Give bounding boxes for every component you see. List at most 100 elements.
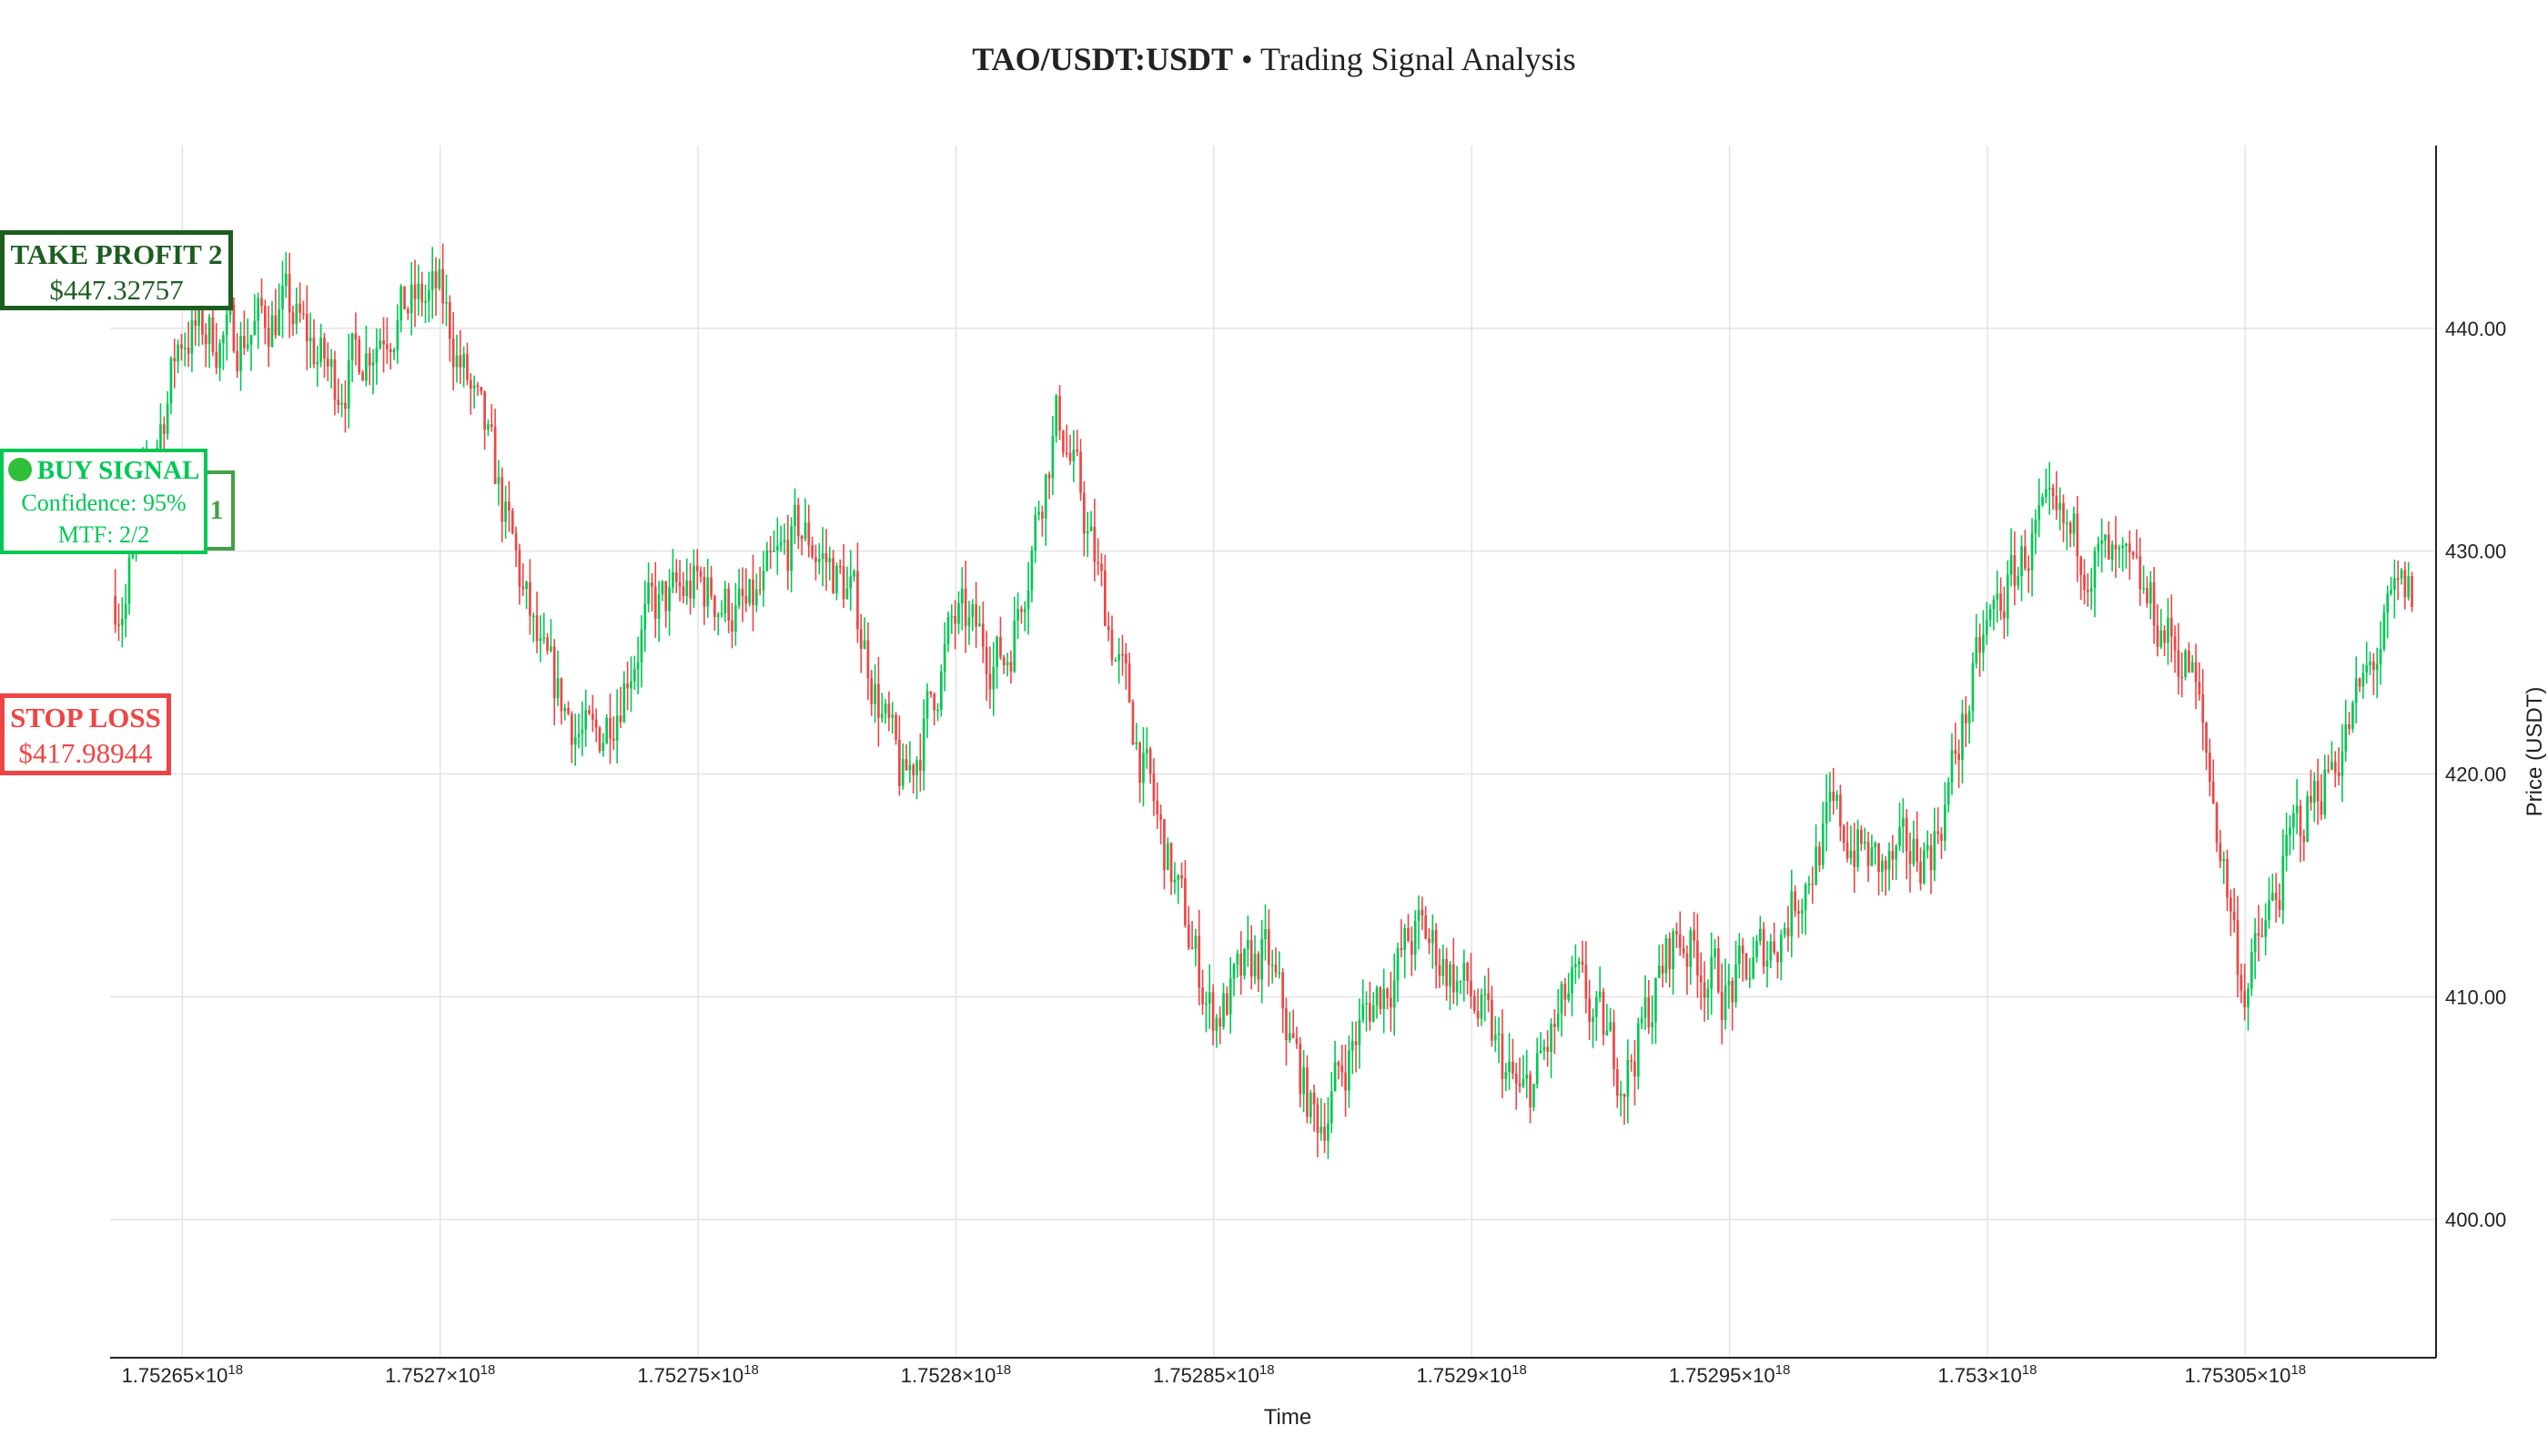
candle-body [535, 615, 539, 642]
candle-body [2348, 723, 2351, 730]
candle-body [773, 550, 775, 552]
candle-body [1982, 634, 1985, 653]
y-tick-label: 420.00 [2445, 763, 2506, 785]
candle-body [239, 336, 242, 371]
candle-body [975, 604, 977, 627]
candle-body [2034, 520, 2037, 533]
candle-body [1727, 980, 1731, 986]
candle-body [2341, 751, 2344, 776]
candle-body [1232, 964, 1236, 979]
candle-body [2104, 534, 2107, 541]
candle-body [417, 283, 420, 299]
candle-body [2138, 556, 2142, 590]
candle-body [943, 643, 946, 672]
candle-body [159, 424, 162, 449]
candle-body [162, 424, 166, 434]
candle-body [790, 526, 793, 571]
candle-body [2209, 752, 2211, 783]
candle-body [2131, 552, 2135, 556]
candle-body [821, 552, 824, 560]
take-profit-2-annotation: TAKE PROFIT 2 $447.32757 [0, 230, 233, 310]
candle-body [173, 358, 177, 362]
candle-body [497, 477, 500, 484]
candle-body [2411, 576, 2413, 607]
candle-body [1034, 514, 1037, 551]
candle-body [1472, 996, 1476, 1011]
candle-body [817, 559, 821, 562]
candle-body [1462, 963, 1466, 981]
candle-body [2302, 835, 2306, 842]
candle-body [1396, 947, 1400, 981]
candle-body [480, 387, 483, 391]
candle-body [1633, 1061, 1636, 1077]
candle-body [957, 602, 960, 624]
candle-body [710, 577, 713, 597]
candle-body [1898, 826, 1901, 846]
candle-body [1609, 1022, 1612, 1031]
candle-body [1546, 1046, 1550, 1052]
candle-body [887, 703, 891, 718]
candle-body [1365, 1003, 1368, 1005]
candle-body [127, 557, 131, 604]
candle-body [1156, 801, 1159, 814]
candle-body [1211, 992, 1215, 1031]
candle-body [1333, 1062, 1337, 1092]
candle-body [1717, 948, 1720, 992]
candle-body [2274, 893, 2278, 901]
candle-body [863, 640, 866, 650]
candle-body [1124, 653, 1127, 664]
candle-body [319, 338, 322, 362]
candle-body [804, 522, 807, 540]
candle-body [2226, 858, 2229, 898]
candle-body [1577, 961, 1581, 965]
candle-body [1030, 550, 1034, 591]
candle-body [201, 304, 204, 335]
candle-body [1954, 750, 1957, 754]
candle-body [274, 315, 278, 336]
candle-body [361, 372, 364, 381]
candle-body [1026, 590, 1030, 610]
candle-body [1350, 1041, 1354, 1051]
x-tick-label: 1.75295×1018 [1669, 1362, 1791, 1387]
candle-body [1699, 975, 1703, 983]
candle-body [1996, 593, 1999, 601]
candle-body [2089, 588, 2093, 592]
candle-body [2048, 487, 2051, 490]
candle-body [1169, 843, 1173, 883]
candle-body [2257, 933, 2260, 936]
candle-body [1724, 985, 1727, 1020]
candle-body [2055, 496, 2058, 511]
stop-loss-label: STOP LOSS [10, 702, 161, 733]
candle-body [1874, 843, 1877, 848]
candle-body [2169, 617, 2173, 637]
candle-body [602, 743, 605, 752]
candle-body [552, 646, 556, 699]
candle-body [919, 760, 922, 771]
candle-body [511, 511, 514, 533]
candle-body [257, 298, 260, 321]
candle-body [1971, 662, 1975, 712]
candle-body [413, 284, 417, 299]
candle-body [2396, 578, 2400, 580]
candle-body [1849, 850, 1853, 859]
candle-body [1626, 1059, 1630, 1097]
y-tick-label: 400.00 [2445, 1208, 2506, 1231]
candle-body [430, 271, 434, 290]
candle-body [1933, 831, 1936, 871]
candle-body [758, 589, 762, 592]
candle-body [1493, 1035, 1497, 1041]
candle-body [466, 354, 469, 380]
candle-body [723, 588, 727, 614]
candle-body [386, 344, 389, 349]
candle-body [1107, 625, 1110, 631]
candle-body [1636, 1023, 1640, 1077]
candle-body [1354, 1041, 1358, 1046]
candle-body [1257, 954, 1260, 980]
candle-body [588, 710, 591, 714]
candle-body [1870, 847, 1874, 866]
candle-body [762, 571, 765, 591]
candle-body [253, 320, 257, 336]
candle-body [1783, 927, 1786, 935]
candle-body [828, 558, 832, 562]
candle-body [1916, 838, 1919, 862]
